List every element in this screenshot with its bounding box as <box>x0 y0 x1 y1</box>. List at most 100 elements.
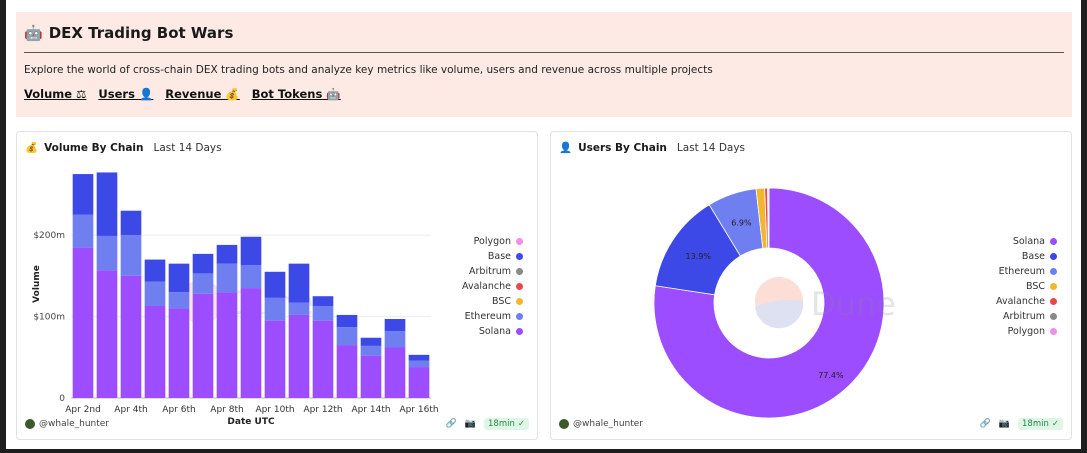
bar-segment-solana[interactable] <box>312 320 334 398</box>
bar-segment-base[interactable] <box>288 263 310 303</box>
bar-segment-solana[interactable] <box>96 270 118 398</box>
volume-legend-item[interactable]: Polygon <box>443 234 523 249</box>
bar-segment-solana[interactable] <box>408 367 430 398</box>
legend-swatch <box>516 298 523 305</box>
users-legend-item[interactable]: Solana <box>967 234 1057 249</box>
bar-segment-ethereum[interactable] <box>264 297 286 321</box>
nav-link-users[interactable]: Users 👤 <box>98 87 153 101</box>
users-legend-item[interactable]: Arbitrum <box>967 309 1057 324</box>
nav-link-volume[interactable]: Volume ⚖ <box>24 87 86 101</box>
bar-segment-base[interactable] <box>144 259 166 282</box>
legend-swatch <box>1050 298 1057 305</box>
bar-segment-base[interactable] <box>72 174 94 215</box>
legend-label: BSC <box>491 296 511 307</box>
y-axis-label: Volume <box>32 265 42 303</box>
bar-segment-ethereum[interactable] <box>336 327 358 346</box>
legend-label: Base <box>1021 251 1045 262</box>
bar-segment-solana[interactable] <box>264 320 286 398</box>
bar-segment-ethereum[interactable] <box>120 235 142 276</box>
bar-segment-base[interactable] <box>408 354 430 361</box>
camera-icon[interactable]: 📷 <box>464 419 477 429</box>
bar-segment-base[interactable] <box>240 236 262 266</box>
bar-segment-base[interactable] <box>264 271 286 298</box>
x-tick-label: Apr 2nd <box>65 405 101 415</box>
link-icon[interactable]: 🔗 <box>445 419 457 429</box>
slice-label: 77.4% <box>818 371 844 380</box>
volume-legend-item[interactable]: Avalanche <box>443 279 523 294</box>
users-by-chain-panel: 👤 Users By Chain Last 14 Days 77.4% 13.9%… <box>550 131 1072 440</box>
nav-link-bot-tokens[interactable]: Bot Tokens 🤖 <box>252 87 341 101</box>
user-icon: 👤 <box>559 142 573 154</box>
users-legend-item[interactable]: Base <box>967 249 1057 264</box>
panel-subtitle: Last 14 Days <box>676 141 746 154</box>
bar-segment-base[interactable] <box>312 296 334 306</box>
bar-segment-solana[interactable] <box>240 288 262 398</box>
bar-segment-solana[interactable] <box>336 345 358 398</box>
volume-legend-item[interactable]: Base <box>443 249 523 264</box>
bar-segment-base[interactable] <box>96 172 118 236</box>
bar-segment-base[interactable] <box>192 253 214 274</box>
refresh-badge[interactable]: 18min ✓ <box>1018 418 1063 430</box>
bar-segment-solana[interactable] <box>216 292 238 398</box>
legend-swatch <box>516 328 523 335</box>
volume-legend-item[interactable]: Arbitrum <box>443 264 523 279</box>
page-title: DEX Trading Bot Wars <box>48 24 234 42</box>
users-legend-item[interactable]: Avalanche <box>967 294 1057 309</box>
user-icon: 👤 <box>138 87 154 101</box>
bar-segment-ethereum[interactable] <box>384 331 406 348</box>
page-description: Explore the world of cross-chain DEX tra… <box>24 64 713 76</box>
author-link[interactable]: @whale_hunter <box>573 419 643 429</box>
legend-swatch <box>1050 238 1057 245</box>
bar-segment-ethereum[interactable] <box>192 273 214 294</box>
legend-label: Solana <box>1012 236 1045 247</box>
bar-segment-ethereum[interactable] <box>312 305 334 321</box>
money-bag-icon: 💰 <box>225 87 240 101</box>
bar-segment-ethereum[interactable] <box>216 263 238 293</box>
bar-segment-ethereum[interactable] <box>144 281 166 306</box>
bar-segment-base[interactable] <box>216 244 238 264</box>
refresh-badge[interactable]: 18min ✓ <box>484 418 529 430</box>
bar-segment-ethereum[interactable] <box>72 214 94 248</box>
bar-segment-solana[interactable] <box>72 247 94 398</box>
bar-segment-ethereum[interactable] <box>96 235 118 271</box>
bar-segment-base[interactable] <box>336 314 358 328</box>
bar-segment-base[interactable] <box>360 337 382 346</box>
bar-segment-solana[interactable] <box>144 305 166 398</box>
x-axis-label: Date UTC <box>227 417 275 427</box>
volume-legend-item[interactable]: BSC <box>443 294 523 309</box>
refresh-age: 18min <box>1022 419 1049 429</box>
donut-slice-solana[interactable] <box>653 187 885 419</box>
bar-segment-solana[interactable] <box>288 314 310 398</box>
bar-segment-base[interactable] <box>120 210 142 236</box>
users-legend-item[interactable]: BSC <box>967 279 1057 294</box>
money-bag-icon: 💰 <box>25 142 39 154</box>
bar-segment-solana[interactable] <box>168 308 190 398</box>
bar-segment-solana[interactable] <box>192 293 214 398</box>
users-legend-item[interactable]: Polygon <box>967 324 1057 339</box>
bar-segment-ethereum[interactable] <box>168 292 190 309</box>
bar-segment-ethereum[interactable] <box>408 360 430 368</box>
bar-segment-base[interactable] <box>168 263 190 293</box>
legend-label: Avalanche <box>462 281 511 292</box>
bar-segment-solana[interactable] <box>384 347 406 398</box>
bar-segment-ethereum[interactable] <box>360 345 382 356</box>
x-tick-label: Apr 14th <box>351 405 390 415</box>
panel-title[interactable]: Users By Chain <box>578 141 667 154</box>
legend-swatch <box>1050 253 1057 260</box>
bar-segment-solana[interactable] <box>120 275 142 398</box>
volume-legend-item[interactable]: Solana <box>443 324 523 339</box>
volume-legend-item[interactable]: Ethereum <box>443 309 523 324</box>
legend-label: Arbitrum <box>1003 311 1045 322</box>
x-tick-label: Apr 8th <box>210 405 243 415</box>
users-legend-item[interactable]: Ethereum <box>967 264 1057 279</box>
bar-segment-base[interactable] <box>384 319 406 332</box>
nav-link-revenue[interactable]: Revenue 💰 <box>165 87 239 101</box>
camera-icon[interactable]: 📷 <box>998 419 1011 429</box>
author-link[interactable]: @whale_hunter <box>39 419 109 429</box>
bar-segment-solana[interactable] <box>360 355 382 398</box>
bar-segment-ethereum[interactable] <box>240 265 262 289</box>
bar-segment-ethereum[interactable] <box>288 302 310 315</box>
link-icon[interactable]: 🔗 <box>979 419 991 429</box>
legend-swatch <box>516 238 523 245</box>
panel-title[interactable]: Volume By Chain <box>44 141 144 154</box>
